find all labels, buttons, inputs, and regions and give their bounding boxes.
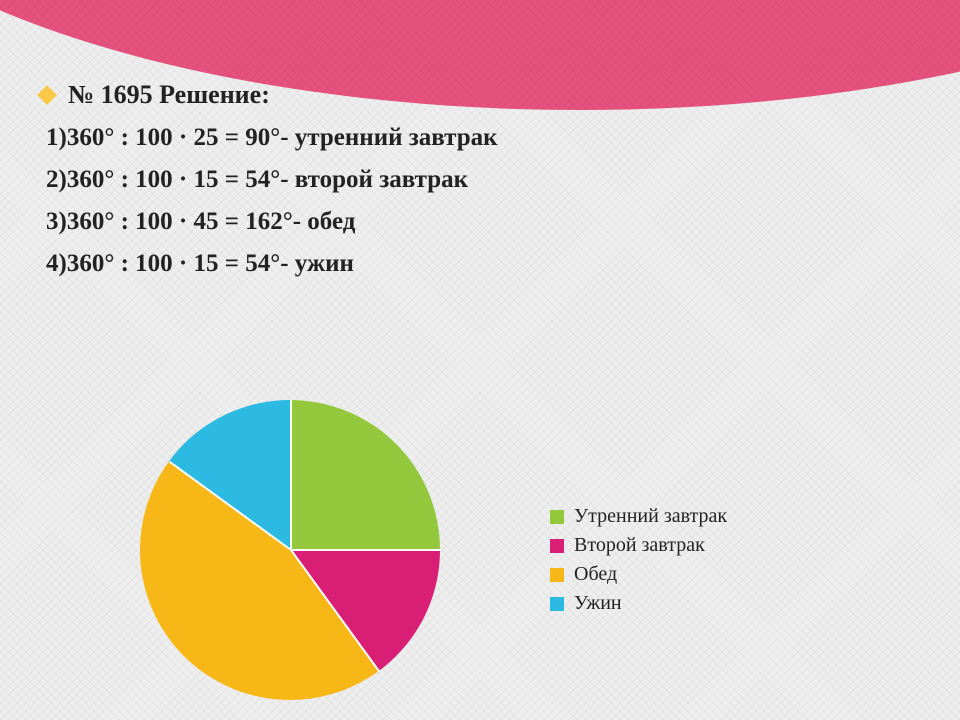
legend-item: Ужин [550, 592, 727, 615]
legend-swatch-icon [550, 510, 564, 524]
calc-line-2: 2)360° : 100 · 15 = 54°- второй завтрак [46, 166, 930, 194]
legend-item: Утренний завтрак [550, 505, 727, 528]
legend-label: Обед [574, 563, 617, 586]
calc-line-4: 4)360° : 100 · 15 = 54°- ужин [46, 250, 930, 278]
calc-line-3: 3)360° : 100 · 45 = 162°- обед [46, 208, 930, 236]
legend-label: Утренний завтрак [574, 505, 727, 528]
chart-area: Утренний завтрак Второй завтрак Обед Ужин [140, 390, 860, 710]
legend-label: Ужин [574, 592, 622, 615]
header-swoosh-gold [0, 0, 960, 90]
legend-item: Второй завтрак [550, 534, 727, 557]
legend: Утренний завтрак Второй завтрак Обед Ужин [550, 499, 727, 621]
legend-item: Обед [550, 563, 727, 586]
pie-separator [291, 549, 441, 551]
legend-swatch-icon [550, 539, 564, 553]
pie-holder [140, 400, 440, 700]
legend-swatch-icon [550, 568, 564, 582]
title-line: № 1695 Решение: [40, 80, 930, 110]
problem-title: № 1695 Решение: [68, 80, 270, 110]
pie-separator [290, 400, 292, 550]
legend-swatch-icon [550, 597, 564, 611]
calc-line-1: 1)360° : 100 · 25 = 90°- утренний завтра… [46, 124, 930, 152]
diamond-bullet-icon [37, 85, 57, 105]
legend-label: Второй завтрак [574, 534, 705, 557]
slide-content: № 1695 Решение: 1)360° : 100 · 25 = 90°-… [40, 80, 930, 292]
